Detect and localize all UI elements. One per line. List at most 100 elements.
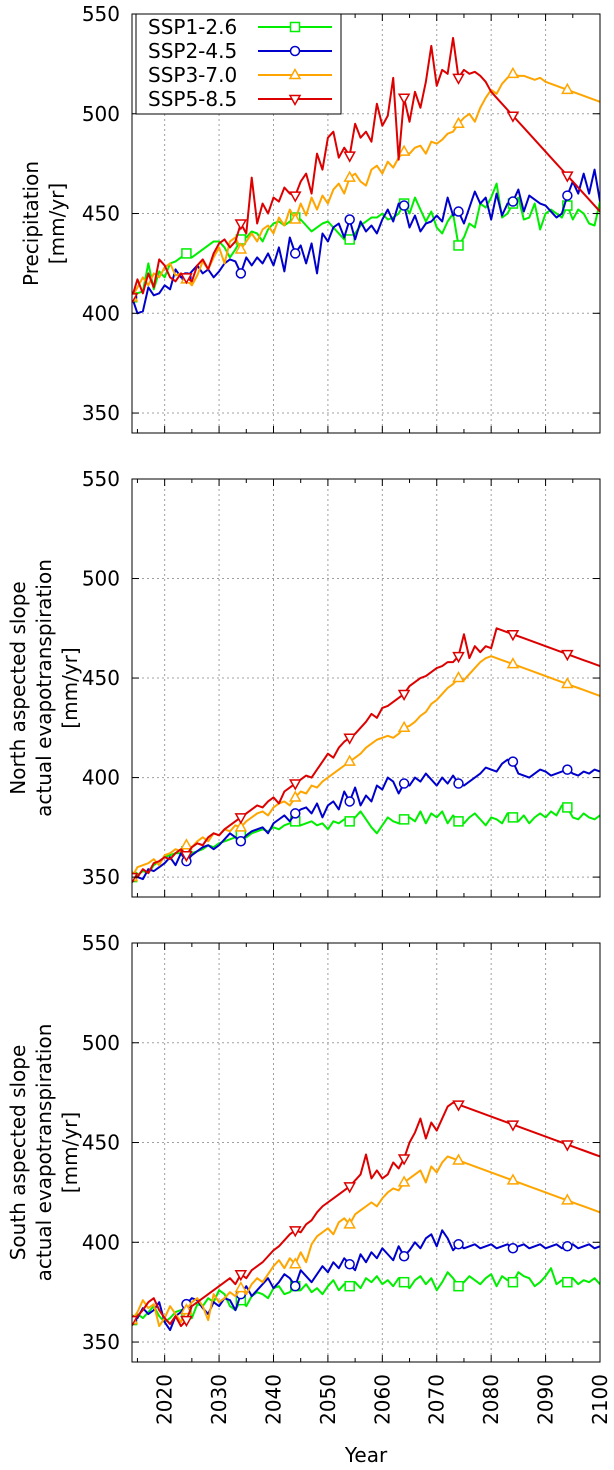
legend-label: SSP5-8.5 xyxy=(148,87,237,111)
series-line-ssp3-7-0 xyxy=(132,1155,600,1328)
y-tick-label: 400 xyxy=(82,1230,120,1254)
data-point-marker xyxy=(507,196,519,207)
y-tick-label: 500 xyxy=(82,567,120,591)
data-point-marker xyxy=(452,73,465,85)
data-point-marker xyxy=(506,657,520,669)
x-tick-label: 2030 xyxy=(207,1374,231,1425)
data-point-marker xyxy=(506,1173,520,1185)
data-point-marker xyxy=(181,248,192,259)
data-point-marker xyxy=(180,838,193,850)
data-point-marker xyxy=(561,676,574,689)
data-point-marker xyxy=(180,273,193,285)
data-point-marker xyxy=(507,1276,519,1288)
data-point-marker xyxy=(288,212,302,224)
series-line-ssp5-8-5 xyxy=(132,1101,600,1328)
data-point-marker xyxy=(234,813,248,825)
data-point-marker xyxy=(132,872,139,885)
data-point-marker xyxy=(397,720,411,733)
data-point-marker xyxy=(288,1226,302,1238)
data-point-marker xyxy=(290,808,301,819)
data-point-marker xyxy=(180,850,193,863)
x-tick-label: 2100 xyxy=(588,1374,612,1425)
x-tick-label: 2080 xyxy=(479,1374,503,1425)
data-point-marker xyxy=(562,802,573,813)
data-point-marker xyxy=(290,248,301,259)
y-axis-label: Precipitation xyxy=(19,161,43,286)
data-point-marker xyxy=(562,764,573,775)
legend-marker xyxy=(288,67,302,80)
data-point-marker xyxy=(561,649,574,662)
chart-panel-3: 350 400 450 500 550 South aspected slope actua… xyxy=(6,931,612,1467)
data-point-marker xyxy=(397,144,411,156)
x-tick-label: 2060 xyxy=(370,1374,394,1425)
data-point-marker xyxy=(506,630,520,642)
chart-panel-1: 350 400 450 500 550 Precipitation [mm/yr] xyxy=(19,2,601,434)
data-point-marker xyxy=(235,268,247,279)
y-axis-label: North aspected slope xyxy=(6,581,30,794)
data-point-marker xyxy=(288,1257,302,1269)
y-axis-label: actual evapotranspiration xyxy=(32,1024,56,1282)
plot-frame xyxy=(131,942,601,1363)
y-tick-label: 450 xyxy=(82,202,120,226)
x-tick-label: 2070 xyxy=(425,1374,449,1425)
data-point-marker xyxy=(507,812,519,823)
data-point-marker xyxy=(562,190,573,201)
data-point-marker xyxy=(398,1251,410,1262)
data-point-marker xyxy=(453,778,464,789)
y-tick-label: 400 xyxy=(82,301,120,325)
data-point-marker xyxy=(344,1280,355,1292)
series-group xyxy=(132,1100,600,1332)
y-tick-label: 550 xyxy=(82,931,120,955)
data-point-marker xyxy=(344,796,355,807)
data-point-marker xyxy=(452,1100,465,1112)
data-point-marker xyxy=(398,1276,410,1288)
y-tick-label: 500 xyxy=(82,102,120,126)
data-point-marker xyxy=(343,170,356,182)
data-point-marker xyxy=(234,1269,248,1282)
series-line-ssp1-2-6 xyxy=(132,804,600,879)
data-point-marker xyxy=(397,689,411,702)
series-line-ssp2-4-5 xyxy=(132,168,600,315)
legend-marker xyxy=(289,21,301,33)
data-point-marker xyxy=(397,93,411,105)
data-point-marker xyxy=(453,1239,464,1250)
data-point-marker xyxy=(343,733,356,745)
data-point-marker xyxy=(452,671,465,683)
data-point-marker xyxy=(562,1276,573,1288)
data-point-marker xyxy=(180,1315,193,1328)
legend-label: SSP3-7.0 xyxy=(148,63,237,87)
data-point-marker xyxy=(453,816,464,827)
data-point-marker xyxy=(453,1280,464,1292)
data-point-marker xyxy=(507,1243,519,1254)
data-point-marker xyxy=(561,82,574,95)
legend-label: SSP1-2.6 xyxy=(148,15,237,39)
data-point-marker xyxy=(234,1281,248,1293)
data-point-marker xyxy=(343,151,356,163)
series-line-ssp5-8-5 xyxy=(132,36,600,298)
data-point-marker xyxy=(132,1315,139,1328)
series-group xyxy=(132,627,600,885)
series-group xyxy=(132,36,600,315)
data-point-marker xyxy=(452,1153,465,1165)
data-point-marker xyxy=(235,836,247,847)
data-point-marker xyxy=(506,66,520,79)
x-tick-label: 2040 xyxy=(261,1374,285,1425)
data-point-marker xyxy=(343,1217,356,1229)
series-line-ssp1-2-6 xyxy=(132,1267,600,1324)
x-tick-label: 2050 xyxy=(316,1374,340,1425)
y-axis-label: [mm/yr] xyxy=(58,1112,82,1193)
y-axis-label: South aspected slope xyxy=(6,1045,30,1261)
data-point-marker xyxy=(398,814,410,825)
data-point-marker xyxy=(507,756,519,767)
data-point-marker xyxy=(132,293,139,305)
x-tick-label: 2090 xyxy=(534,1374,558,1425)
data-point-marker xyxy=(453,206,464,217)
data-point-marker xyxy=(562,200,573,211)
series-line-ssp5-8-5 xyxy=(132,627,600,879)
data-point-marker xyxy=(290,1280,301,1292)
y-tick-label: 350 xyxy=(82,401,120,425)
data-point-marker xyxy=(288,779,302,791)
series-line-ssp2-4-5 xyxy=(132,758,600,881)
data-point-marker xyxy=(344,214,355,225)
